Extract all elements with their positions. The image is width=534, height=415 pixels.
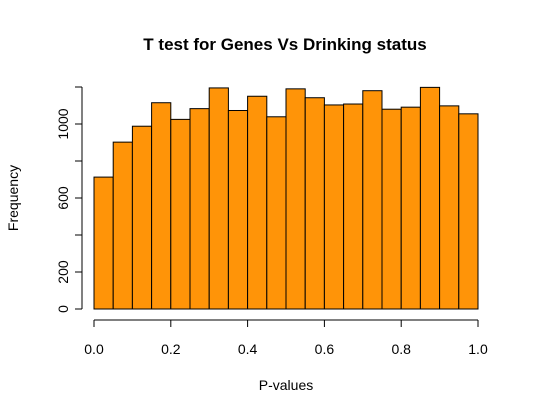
histogram-bar-15 bbox=[381, 108, 402, 310]
histogram-bar-11 bbox=[304, 97, 325, 310]
histogram-bar-9 bbox=[266, 116, 287, 310]
histogram-bar-16 bbox=[400, 106, 421, 310]
histogram-bar-17 bbox=[419, 86, 441, 310]
x-tick-label: 0.0 bbox=[84, 341, 104, 357]
y-axis-label: Frequency bbox=[5, 165, 21, 231]
x-axis: 0.0 0.2 0.4 0.6 0.8 1.0 bbox=[84, 319, 488, 357]
y-tick-label: 600 bbox=[55, 186, 71, 210]
x-tick-label: 1.0 bbox=[468, 341, 488, 357]
histogram-bar-4 bbox=[170, 118, 191, 310]
histogram-bar-0 bbox=[93, 176, 114, 310]
histogram-bar-12 bbox=[323, 104, 345, 310]
histogram-bar-10 bbox=[285, 88, 306, 310]
bars-group bbox=[93, 86, 479, 310]
histogram-bar-3 bbox=[151, 102, 172, 310]
histogram-bar-14 bbox=[362, 90, 383, 310]
y-tick-label: 1000 bbox=[55, 108, 71, 139]
histogram-bar-1 bbox=[112, 141, 133, 310]
chart-title: T test for Genes Vs Drinking status bbox=[143, 35, 426, 54]
x-tick-label: 0.8 bbox=[391, 341, 411, 357]
y-tick-label: 200 bbox=[55, 260, 71, 284]
histogram-bar-13 bbox=[343, 103, 364, 310]
histogram-bar-7 bbox=[227, 109, 249, 310]
histogram-bar-18 bbox=[439, 105, 460, 310]
y-axis: 0 200 600 1000 bbox=[55, 86, 83, 313]
x-tick-label: 0.2 bbox=[161, 341, 181, 357]
x-tick-label: 0.4 bbox=[238, 341, 258, 357]
histogram-bar-8 bbox=[247, 95, 268, 310]
x-tick-label: 0.6 bbox=[315, 341, 335, 357]
histogram-bar-6 bbox=[208, 87, 229, 310]
x-axis-label: P-values bbox=[259, 377, 313, 393]
histogram-bar-5 bbox=[189, 108, 210, 310]
histogram-bar-2 bbox=[131, 125, 153, 310]
y-tick-label: 0 bbox=[55, 305, 71, 313]
histogram-bar-19 bbox=[458, 113, 479, 310]
